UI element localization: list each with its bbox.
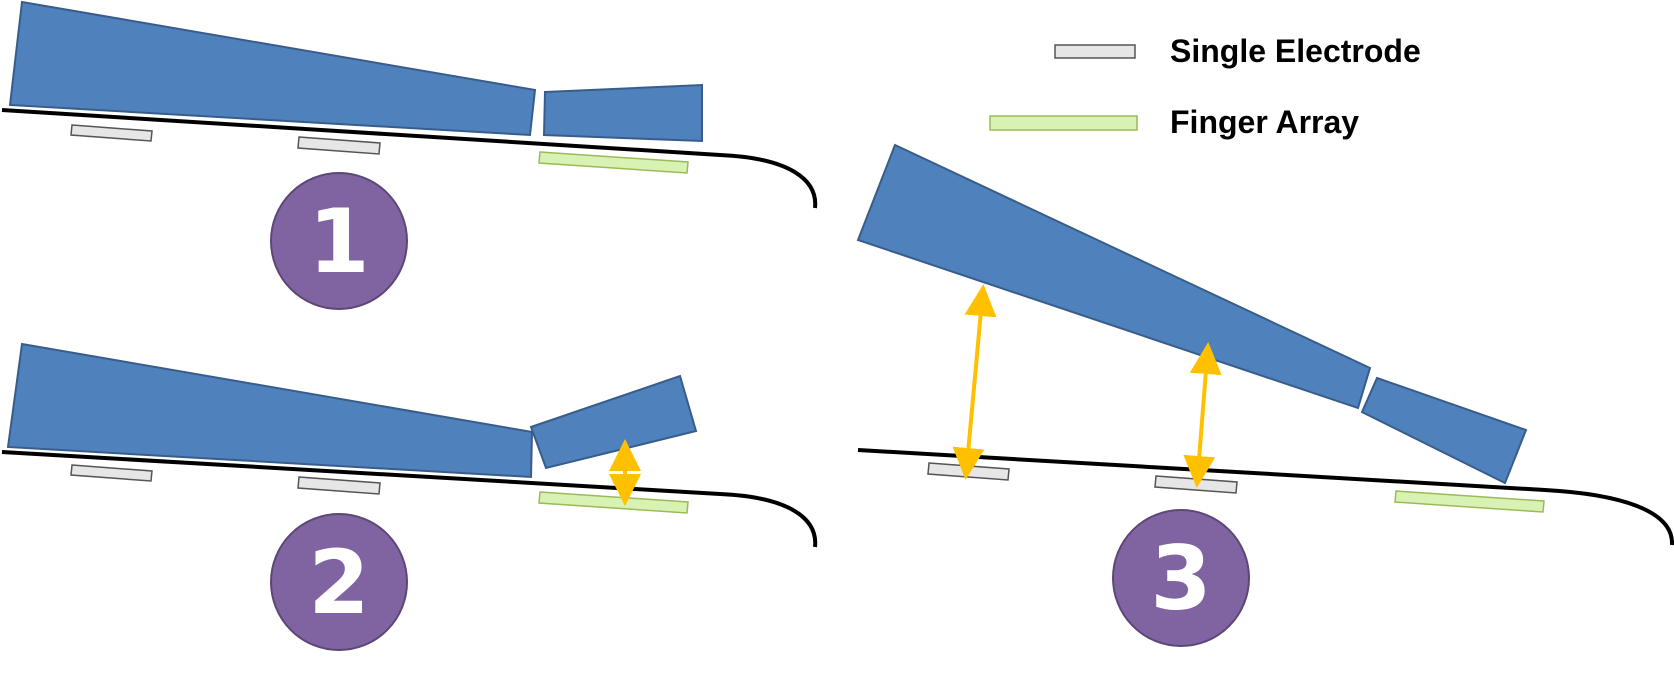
panel-2: 2 (1, 342, 818, 651)
step-number: 1 (308, 190, 369, 293)
single-electrode (297, 476, 381, 495)
substrate-curve (1, 450, 818, 548)
single-electrode (70, 124, 153, 142)
tip-segment (1360, 376, 1528, 485)
single-electrode (927, 462, 1010, 481)
beam-segment (8, 0, 537, 137)
legend: Single Electrode Finger Array (989, 33, 1421, 140)
beam-segment (856, 143, 1372, 410)
panel-1: 1 (1, 0, 818, 310)
finger-array-swatch (989, 115, 1138, 131)
panel-3: 3 (856, 143, 1674, 647)
single-electrode-label: Single Electrode (1170, 33, 1421, 69)
single-electrode (70, 464, 153, 482)
gap-arrow (1183, 342, 1222, 488)
step-badge (1112, 509, 1250, 647)
gap-arrow (952, 284, 997, 480)
substrate-curve (1, 108, 818, 209)
tip-segment (542, 83, 703, 143)
single-electrode-swatch (1054, 44, 1136, 59)
step-number: 2 (308, 531, 369, 634)
finger-array-label: Finger Array (1170, 104, 1359, 140)
finger-array (1394, 490, 1545, 513)
finger-array (538, 491, 689, 514)
beam-segment (6, 342, 534, 479)
single-electrode (1154, 475, 1238, 494)
finger-array (538, 151, 689, 174)
tip-segment (529, 374, 698, 470)
single-electrode (297, 136, 381, 155)
step-number: 3 (1150, 527, 1211, 630)
substrate-curve (857, 448, 1674, 546)
step-badge (270, 172, 408, 310)
step-badge (270, 513, 408, 651)
